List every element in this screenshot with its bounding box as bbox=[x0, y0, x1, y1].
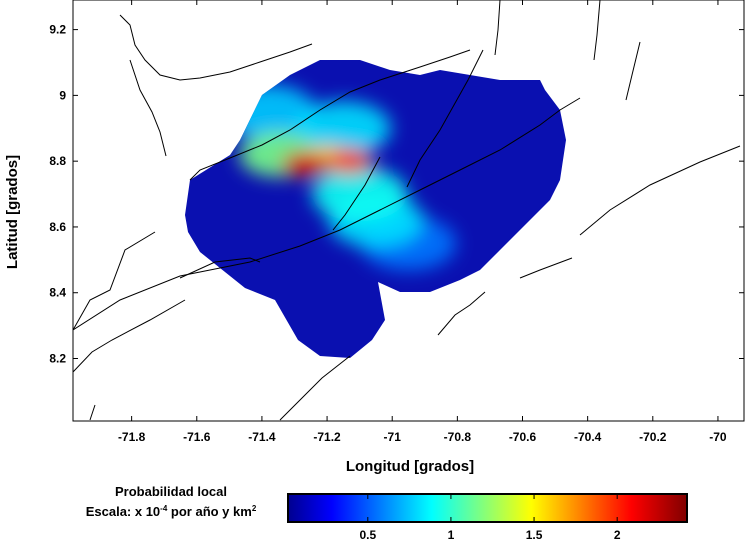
y-tick-label: 8.6 bbox=[49, 220, 66, 234]
x-tick-label: -70.4 bbox=[574, 430, 602, 444]
y-axis: 8.2 8.4 8.6 8.8 9 9.2 bbox=[49, 23, 744, 366]
y-axis-label: Latitud [grados] bbox=[4, 155, 21, 269]
colorbar bbox=[287, 493, 688, 523]
plot-frame bbox=[72, 0, 745, 422]
fault-lines bbox=[73, 0, 741, 421]
colorbar-tick-label: 2 bbox=[614, 528, 621, 542]
x-tick-label: -71.2 bbox=[313, 430, 341, 444]
y-tick-label: 9.2 bbox=[49, 23, 66, 37]
x-tick-label: -71.8 bbox=[118, 430, 146, 444]
x-tick-label: -70.6 bbox=[509, 430, 537, 444]
colorbar-tick-label: 0.5 bbox=[359, 528, 376, 542]
x-axis-label: Longitud [grados] bbox=[346, 458, 474, 475]
x-axis: -71.8 -71.6 -71.4 -71.2 -71 -70.8 -70.6 -70.4 -7… bbox=[118, 0, 727, 444]
hotspot bbox=[312, 166, 408, 222]
y-tick-label: 8.4 bbox=[49, 286, 66, 300]
x-tick-label: -70.2 bbox=[639, 430, 667, 444]
colorbar-tick-label: 1 bbox=[448, 528, 455, 542]
y-tick-label: 8.8 bbox=[49, 154, 66, 168]
x-tick-label: -70.8 bbox=[444, 430, 472, 444]
x-tick-label: -71.6 bbox=[183, 430, 211, 444]
hotspot bbox=[295, 101, 391, 156]
colorbar-subtitle: Escala: x 10-4 por año y km2 bbox=[86, 504, 257, 519]
hotspot bbox=[327, 148, 373, 174]
x-tick-label: -70 bbox=[709, 430, 727, 444]
colorbar-title: Probabilidad local bbox=[115, 484, 227, 499]
colorbar-tick-label: 1.5 bbox=[526, 528, 543, 542]
y-tick-label: 8.2 bbox=[49, 352, 66, 366]
x-tick-label: -71.4 bbox=[248, 430, 276, 444]
x-tick-label: -71 bbox=[384, 430, 402, 444]
hotspot bbox=[281, 151, 327, 178]
colorbar-ticks: 0.5 1 1.5 2 bbox=[359, 494, 621, 542]
y-tick-label: 9 bbox=[59, 88, 66, 102]
probability-region bbox=[185, 60, 566, 358]
